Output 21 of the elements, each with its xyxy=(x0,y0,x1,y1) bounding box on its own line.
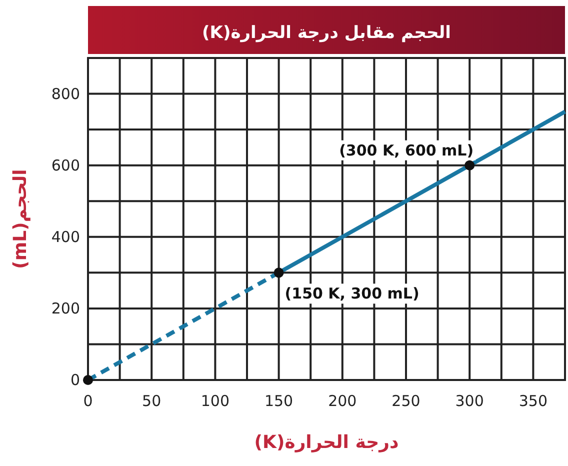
x-tick-label: 0 xyxy=(83,392,93,410)
y-tick-label: 600 xyxy=(51,156,80,174)
x-tick-label: 150 xyxy=(264,392,294,410)
x-tick-label: 300 xyxy=(455,392,484,410)
y-tick-label: 200 xyxy=(51,299,80,318)
x-tick-label: 250 xyxy=(392,392,420,410)
x-tick-label: 350 xyxy=(518,392,548,410)
annotation: (300 K, 600 mL) xyxy=(339,141,474,160)
y-tick-label: 0 xyxy=(70,371,80,389)
y-axis-title: الحجم(mL) xyxy=(10,169,31,269)
x-tick-label: 50 xyxy=(142,392,162,410)
point xyxy=(274,268,284,278)
x-tick-label: 200 xyxy=(328,392,357,410)
chart-title: الحجم مقابل درجة الحرارة(K) xyxy=(202,23,451,43)
annotation: (150 K, 300 mL) xyxy=(284,284,420,303)
y-tick-label: 800 xyxy=(51,84,80,103)
point xyxy=(464,160,475,170)
y-tick-label: 400 xyxy=(51,228,80,246)
x-axis-title: درجة الحرارة(K) xyxy=(254,432,399,453)
point xyxy=(83,375,93,385)
x-tick-label: 100 xyxy=(200,392,230,410)
